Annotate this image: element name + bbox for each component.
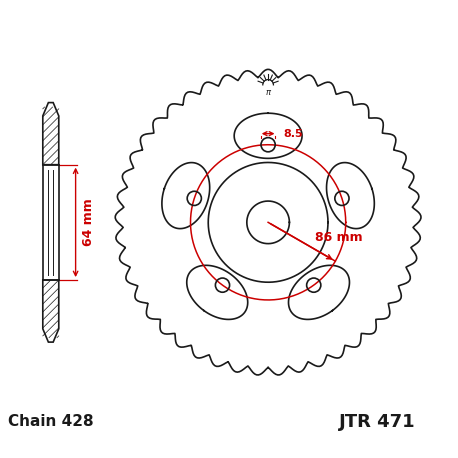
Text: Chain 428: Chain 428: [8, 414, 93, 430]
Polygon shape: [43, 103, 59, 165]
Text: $\pi$: $\pi$: [265, 88, 272, 98]
Polygon shape: [43, 280, 59, 342]
Text: JTR 471: JTR 471: [338, 413, 415, 431]
Text: 86 mm: 86 mm: [315, 231, 363, 244]
Text: 8.5: 8.5: [283, 129, 303, 139]
Text: 64 mm: 64 mm: [82, 198, 94, 246]
